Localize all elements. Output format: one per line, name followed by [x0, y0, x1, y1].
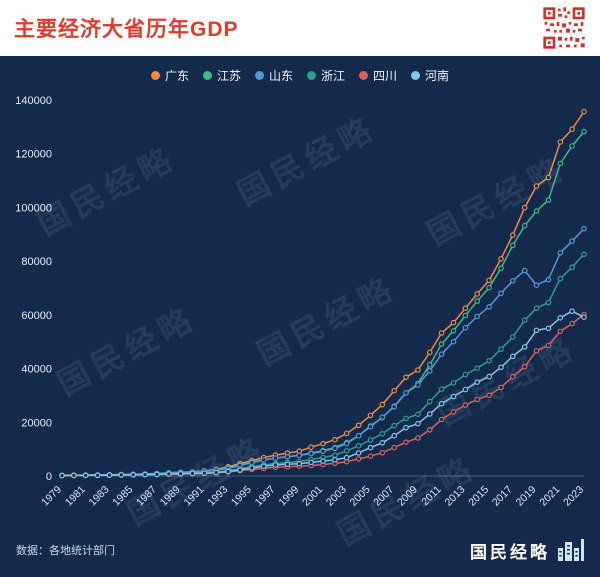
legend-item-zhejiang: 浙江	[307, 67, 345, 84]
svg-text:1981: 1981	[63, 484, 88, 509]
svg-text:2021: 2021	[537, 484, 562, 509]
svg-text:40000: 40000	[21, 364, 52, 376]
svg-text:1979: 1979	[39, 484, 64, 509]
svg-text:2023: 2023	[561, 484, 586, 509]
svg-text:1999: 1999	[276, 484, 301, 509]
legend-label: 河南	[425, 69, 450, 83]
svg-text:1985: 1985	[110, 484, 135, 509]
footer: 数据：各地统计部门 国民经略	[0, 526, 600, 574]
svg-text:120000: 120000	[15, 149, 52, 161]
svg-text:1987: 1987	[134, 484, 159, 509]
svg-text:2007: 2007	[371, 484, 396, 509]
legend-item-sichuan: 四川	[359, 67, 397, 84]
svg-text:20000: 20000	[21, 417, 52, 429]
svg-text:2009: 2009	[395, 484, 420, 509]
buildings-icon	[558, 539, 584, 561]
svg-text:2013: 2013	[442, 484, 467, 509]
chart-legend: 广东 江苏 山东 浙江 四川 河南	[0, 56, 600, 86]
page-title: 主要经济大省历年GDP	[14, 18, 239, 41]
chart-area: 国民经略 国民经略 国民经略 国民经略 国民经略 国民经略 国民经略 国民经略 …	[0, 56, 600, 552]
legend-dot	[254, 71, 264, 80]
gdp-line-chart: 0 20000 40000 60000 80000 100000 120000 140000 1…	[15, 95, 587, 509]
brand-name: 国民经略	[470, 542, 550, 562]
svg-text:2015: 2015	[466, 484, 491, 509]
svg-text:60000: 60000	[21, 310, 52, 322]
svg-text:1989: 1989	[158, 484, 183, 509]
legend-label: 四川	[373, 69, 398, 83]
svg-text:1991: 1991	[181, 484, 206, 509]
brand-logo: 国民经略	[470, 538, 584, 563]
svg-text:2005: 2005	[348, 484, 373, 509]
legend-dot	[202, 71, 212, 80]
legend-label: 山东	[268, 69, 293, 83]
legend-label: 江苏	[216, 69, 241, 83]
svg-text:80000: 80000	[21, 256, 52, 268]
legend-dot	[359, 71, 369, 80]
legend-label: 广东	[164, 69, 189, 83]
svg-text:1997: 1997	[253, 484, 278, 509]
svg-text:1995: 1995	[229, 484, 254, 509]
svg-text:1983: 1983	[87, 484, 112, 509]
svg-text:0: 0	[46, 471, 52, 483]
data-source-note: 数据：各地统计部门	[16, 545, 115, 557]
legend-item-shandong: 山东	[254, 67, 293, 84]
legend-dot	[150, 71, 160, 80]
svg-text:1993: 1993	[205, 484, 230, 509]
svg-text:2019: 2019	[514, 484, 539, 509]
svg-text:2017: 2017	[490, 484, 515, 509]
svg-text:2011: 2011	[419, 484, 444, 509]
svg-text:100000: 100000	[15, 202, 52, 214]
header: 主要经济大省历年GDP	[0, 0, 600, 56]
legend-item-guangdong: 广东	[150, 67, 189, 84]
legend-label: 浙江	[321, 69, 346, 83]
legend-dot	[307, 71, 316, 80]
legend-item-jiangsu: 江苏	[202, 67, 241, 84]
legend-dot	[411, 71, 421, 80]
svg-text:140000: 140000	[15, 95, 52, 107]
qr-code-icon	[542, 6, 586, 50]
svg-text:2003: 2003	[324, 484, 349, 509]
svg-text:2001: 2001	[300, 484, 325, 509]
legend-item-henan: 河南	[411, 67, 449, 84]
